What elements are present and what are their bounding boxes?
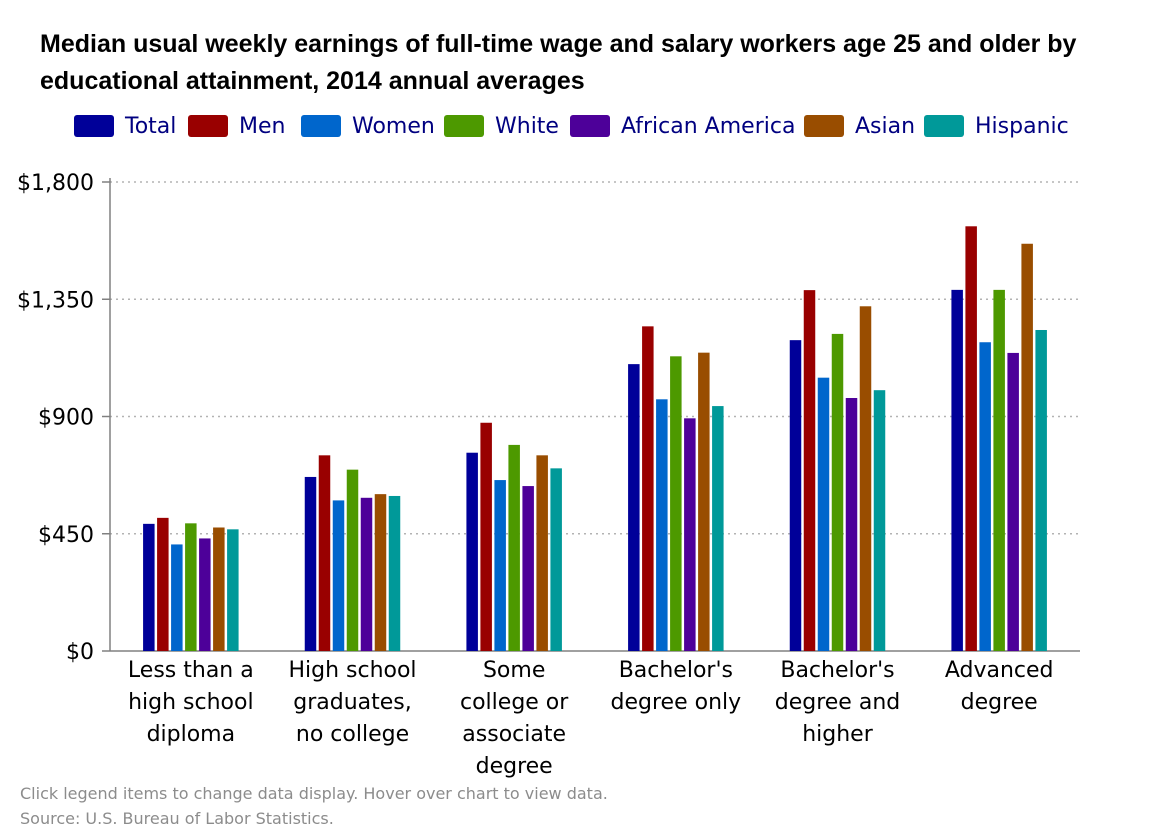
bar-african-america-less-than-a-high-school-diploma[interactable]: African America: $432	[199, 538, 211, 651]
bar-asian-bachelor-s-degree-and-higher[interactable]: Asian: $1,323	[859, 306, 872, 651]
bar-hispanic-high-school-graduates-no-college[interactable]: Hispanic: $595	[388, 495, 401, 651]
y-tick-label: $1,800	[17, 171, 94, 196]
bar-hispanic-bachelor-s-degree-only[interactable]: Hispanic: $940	[712, 406, 724, 651]
bar-white-less-than-a-high-school-diploma[interactable]: White: $490	[185, 523, 197, 651]
legend-label-total: Total	[125, 114, 177, 139]
y-axis-tick-labels: $0 $450 $900 $1,350 $1,800	[17, 171, 94, 665]
legend-label-hispanic: Hispanic	[975, 114, 1069, 139]
footer-source: Source: U.S. Bureau of Labor Statistics.	[20, 809, 334, 828]
bar-asian-less-than-a-high-school-diploma[interactable]: Asian: $474	[213, 527, 225, 651]
bar-white-bachelor-s-degree-and-higher[interactable]: White: $1,217	[831, 333, 844, 651]
bar-white-advanced-degree[interactable]: White: $1,386	[993, 289, 1005, 651]
bar-white-bachelor-s-degree-only[interactable]: White: $1,131	[670, 356, 682, 651]
x-axis-category-labels: Less than a high school diploma High school…	[128, 658, 1054, 779]
bar-hispanic-some-college-or-associate-degree[interactable]: Hispanic: $701	[550, 468, 562, 651]
x-category-label: Advanced degree	[945, 658, 1054, 715]
bar-total-advanced-degree[interactable]: Total: $1,386	[951, 289, 963, 651]
bar-white-high-school-graduates-no-college[interactable]: White: $696	[346, 469, 359, 651]
y-tick-label: $900	[38, 406, 94, 431]
bar-men-bachelor-s-degree-and-higher[interactable]: Men: $1,385	[803, 290, 816, 651]
legend-swatch-total	[74, 115, 114, 137]
axes	[102, 178, 1080, 652]
bar-women-bachelor-s-degree-and-higher[interactable]: Women: $1,049	[817, 377, 830, 651]
bar-total-high-school-graduates-no-college[interactable]: Total: $668	[304, 476, 317, 651]
legend-label-african-america: African America	[621, 114, 796, 139]
x-category-label: Bachelor's degree and higher	[775, 658, 900, 747]
bar-hispanic-advanced-degree[interactable]: Hispanic: $1,232	[1035, 329, 1047, 651]
bar-men-high-school-graduates-no-college[interactable]: Men: $751	[318, 455, 331, 651]
bar-asian-high-school-graduates-no-college[interactable]: Asian: $602	[374, 494, 387, 651]
bar-african-america-high-school-graduates-no-college[interactable]: African America: $588	[360, 497, 373, 651]
x-category-label: Less than a high school diploma	[128, 658, 254, 747]
bar-men-bachelor-s-degree-only[interactable]: Men: $1,246	[642, 326, 654, 651]
bar-total-some-college-or-associate-degree[interactable]: Total: $761	[466, 452, 478, 651]
footer-note: Click legend items to change data displa…	[20, 784, 608, 803]
bar-women-some-college-or-associate-degree[interactable]: Women: $656	[494, 480, 506, 651]
bar-women-less-than-a-high-school-diploma[interactable]: Women: $409	[171, 544, 183, 651]
x-category-label: Some college or associate degree	[460, 658, 569, 779]
bars[interactable]: Total: $488Men: $511Women: $409White: $4…	[143, 226, 1047, 652]
legend-swatch-african-america	[570, 115, 610, 137]
legend-label-white: White	[495, 114, 559, 139]
bar-white-some-college-or-associate-degree[interactable]: White: $791	[508, 444, 520, 651]
bar-men-some-college-or-associate-degree[interactable]: Men: $876	[480, 422, 492, 651]
gridlines	[110, 181, 1080, 535]
bar-african-america-bachelor-s-degree-and-higher[interactable]: African America: $971	[845, 398, 858, 651]
legend-label-asian: Asian	[855, 114, 916, 139]
bar-women-high-school-graduates-no-college[interactable]: Women: $578	[332, 500, 345, 651]
y-tick-label: $1,350	[17, 288, 94, 313]
legend-swatch-women	[301, 115, 341, 137]
y-tick-label: $0	[66, 640, 94, 665]
bar-hispanic-bachelor-s-degree-and-higher[interactable]: Hispanic: $1,001	[873, 390, 886, 651]
bar-total-less-than-a-high-school-diploma[interactable]: Total: $488	[143, 523, 155, 651]
bar-total-bachelor-s-degree-only[interactable]: Total: $1,101	[628, 364, 640, 651]
bar-men-less-than-a-high-school-diploma[interactable]: Men: $511	[157, 517, 169, 651]
bar-african-america-advanced-degree[interactable]: African America: $1,144	[1007, 352, 1019, 651]
legend-label-men: Men	[239, 114, 286, 139]
bar-african-america-bachelor-s-degree-only[interactable]: African America: $893	[684, 418, 696, 651]
bar-women-bachelor-s-degree-only[interactable]: Women: $966	[656, 399, 668, 651]
bar-asian-advanced-degree[interactable]: Asian: $1,563	[1021, 243, 1033, 652]
x-category-label: Bachelor's degree only	[611, 658, 742, 715]
legend-swatch-men	[188, 115, 228, 137]
legend-swatch-asian	[804, 115, 844, 137]
bar-african-america-some-college-or-associate-degree[interactable]: African America: $633	[522, 486, 534, 651]
legend-label-women: Women	[352, 114, 435, 139]
y-tick-label: $450	[38, 523, 94, 548]
bar-total-bachelor-s-degree-and-higher[interactable]: Total: $1,193	[789, 340, 802, 651]
bar-women-advanced-degree[interactable]: Women: $1,185	[979, 342, 991, 651]
bar-men-advanced-degree[interactable]: Men: $1,630	[965, 226, 977, 652]
bar-asian-some-college-or-associate-degree[interactable]: Asian: $751	[536, 455, 548, 651]
x-category-label: High school graduates, no college	[288, 658, 416, 747]
bar-asian-bachelor-s-degree-only[interactable]: Asian: $1,145	[698, 352, 710, 651]
legend-swatch-white	[444, 115, 484, 137]
chart-title: Median usual weekly earnings of full-tim…	[40, 30, 1077, 95]
bar-hispanic-less-than-a-high-school-diploma[interactable]: Hispanic: $467	[227, 529, 239, 651]
legend-swatch-hispanic	[924, 115, 964, 137]
